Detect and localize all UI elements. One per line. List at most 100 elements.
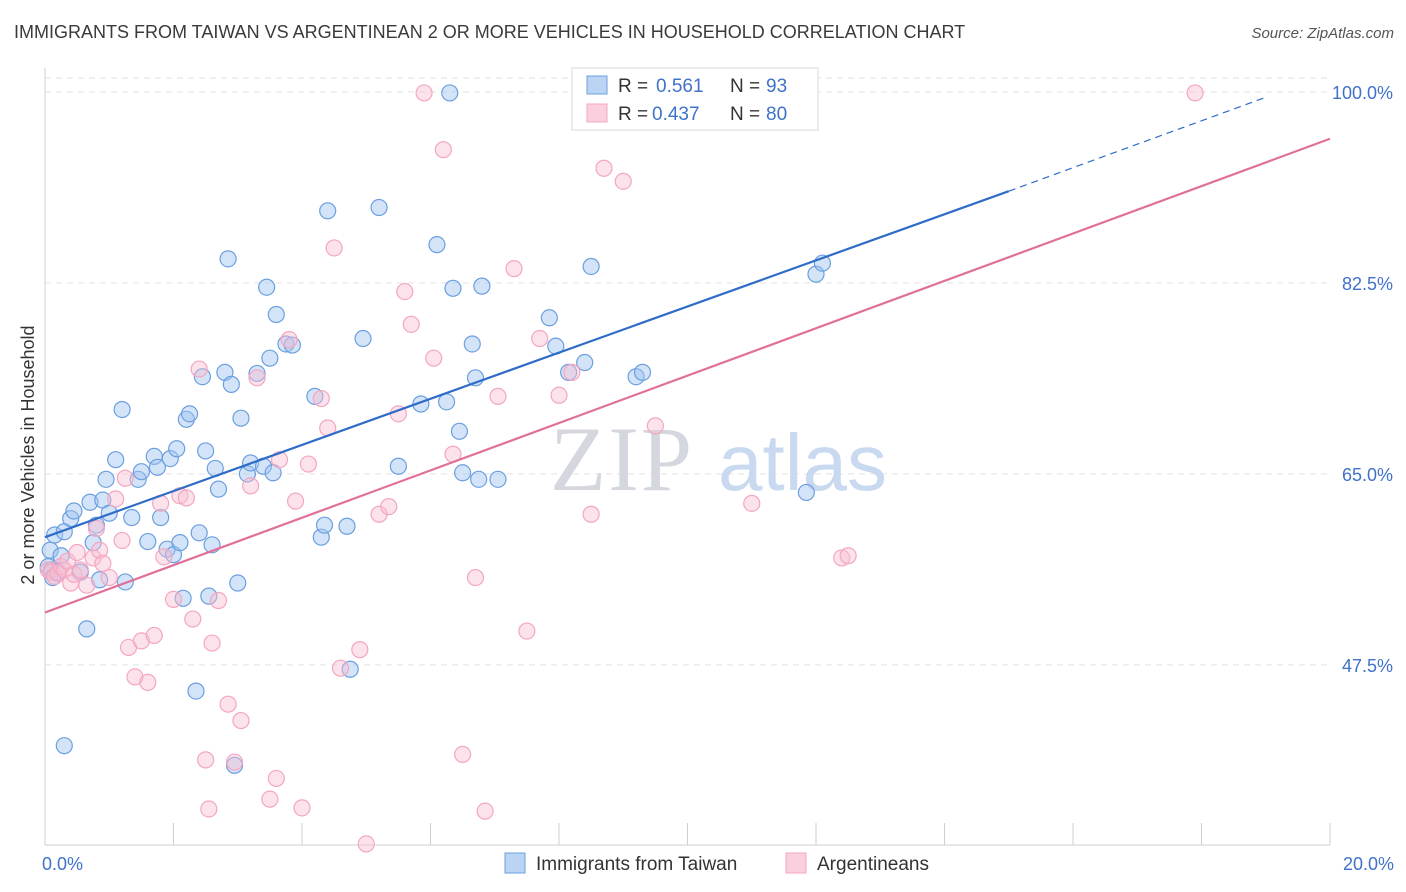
point-argentineans-46 <box>293 799 311 817</box>
point-taiwan-31 <box>177 410 195 428</box>
point-taiwan-57 <box>306 387 324 405</box>
point-taiwan-85 <box>797 483 815 502</box>
point-argentineans-55 <box>380 498 398 516</box>
point-taiwan-45 <box>229 574 247 592</box>
point-argentineans-58 <box>402 315 420 333</box>
point-taiwan-73 <box>463 335 481 353</box>
point-taiwan-59 <box>315 516 334 534</box>
bottom-legend-label-taiwan: Immigrants from Taiwan <box>536 854 737 875</box>
bottom-legend-swatch-argentineans <box>785 852 807 874</box>
series-argentineans-points <box>39 84 1204 853</box>
y-tick-label-3: 47.5% <box>1342 656 1393 676</box>
point-taiwan-82 <box>582 257 600 276</box>
point-argentineans-30 <box>184 610 202 628</box>
trend-line-extension-taiwan <box>1008 96 1266 192</box>
point-taiwan-23 <box>148 458 167 476</box>
bottom-legend-swatch-taiwan <box>504 852 526 874</box>
point-taiwan-40 <box>209 480 228 498</box>
point-taiwan-63 <box>354 329 372 348</box>
point-argentineans-10 <box>71 561 89 579</box>
point-taiwan-81 <box>576 353 594 372</box>
point-argentineans-19 <box>116 469 134 487</box>
point-argentineans-29 <box>177 489 195 507</box>
point-argentineans-21 <box>126 668 144 686</box>
point-argentineans-38 <box>232 711 250 730</box>
point-taiwan-29 <box>171 534 189 552</box>
point-taiwan-49 <box>248 364 266 383</box>
svg-text:R =: R = <box>618 104 648 125</box>
point-argentineans-11 <box>78 576 96 594</box>
point-argentineans-67 <box>505 260 523 278</box>
point-taiwan-8 <box>81 493 99 511</box>
point-argentineans-79 <box>1186 84 1204 102</box>
point-taiwan-70 <box>444 279 462 297</box>
point-taiwan-33 <box>187 682 205 700</box>
point-argentineans-59 <box>415 84 433 102</box>
point-taiwan-89 <box>41 541 59 559</box>
point-argentineans-17 <box>107 490 125 508</box>
point-argentineans-39 <box>242 477 260 495</box>
point-taiwan-51 <box>258 278 276 296</box>
point-argentineans-76 <box>743 494 761 512</box>
svg-text:atlas: atlas <box>718 418 887 507</box>
point-argentineans-15 <box>94 554 112 572</box>
point-taiwan-92 <box>55 737 73 755</box>
point-taiwan-71 <box>450 422 469 440</box>
point-taiwan-56 <box>283 336 301 354</box>
point-argentineans-2 <box>46 567 64 586</box>
point-argentineans-51 <box>331 659 350 677</box>
point-argentineans-23 <box>139 673 157 691</box>
point-argentineans-36 <box>219 695 237 713</box>
point-argentineans-31 <box>190 360 208 378</box>
point-argentineans-42 <box>267 769 285 788</box>
point-argentineans-35 <box>209 591 228 610</box>
point-argentineans-63 <box>454 745 472 764</box>
point-taiwan-61 <box>338 517 356 535</box>
point-taiwan-16 <box>113 400 131 419</box>
point-argentineans-33 <box>200 800 218 818</box>
point-argentineans-26 <box>155 548 173 566</box>
point-argentineans-47 <box>299 455 318 473</box>
point-argentineans-24 <box>145 626 163 645</box>
point-taiwan-15 <box>107 451 125 469</box>
point-argentineans-69 <box>531 329 549 348</box>
point-argentineans-18 <box>113 531 131 550</box>
point-taiwan-65 <box>389 457 407 475</box>
svg-text:N =: N = <box>730 104 760 125</box>
point-taiwan-18 <box>123 508 141 527</box>
point-taiwan-5 <box>65 502 83 520</box>
point-argentineans-32 <box>197 751 215 769</box>
point-taiwan-86 <box>807 265 825 283</box>
point-argentineans-14 <box>91 541 109 559</box>
bottom-legend-label-argentineans: Argentineans <box>817 854 929 875</box>
point-argentineans-45 <box>286 492 305 510</box>
point-argentineans-74 <box>614 172 632 190</box>
point-argentineans-60 <box>425 349 443 367</box>
point-taiwan-26 <box>161 449 179 468</box>
point-taiwan-13 <box>97 470 115 488</box>
point-argentineans-77 <box>833 549 851 567</box>
point-argentineans-72 <box>582 505 600 523</box>
svg-text:R =: R = <box>618 76 648 97</box>
point-taiwan-69 <box>441 84 459 102</box>
point-taiwan-37 <box>200 587 218 605</box>
chart-title: IMMIGRANTS FROM TAIWAN VS ARGENTINEAN 2 … <box>14 22 966 42</box>
point-taiwan-60 <box>319 202 337 220</box>
legend-swatch-taiwan <box>586 75 608 95</box>
point-taiwan-68 <box>437 393 456 411</box>
point-taiwan-67 <box>428 236 446 254</box>
point-taiwan-46 <box>232 409 250 427</box>
point-argentineans-37 <box>225 753 244 771</box>
svg-text:ZIP: ZIP <box>550 408 694 510</box>
point-taiwan-54 <box>267 305 285 324</box>
chart-source: Source: ZipAtlas.com <box>1251 25 1394 42</box>
point-taiwan-52 <box>261 349 279 367</box>
point-taiwan-76 <box>473 277 491 295</box>
legend-r-taiwan: 0.561 <box>656 76 704 97</box>
point-taiwan-36 <box>197 442 215 460</box>
svg-text:N =: N = <box>730 76 760 97</box>
point-argentineans-53 <box>357 835 375 853</box>
point-argentineans-50 <box>325 239 343 257</box>
point-taiwan-7 <box>78 620 96 638</box>
